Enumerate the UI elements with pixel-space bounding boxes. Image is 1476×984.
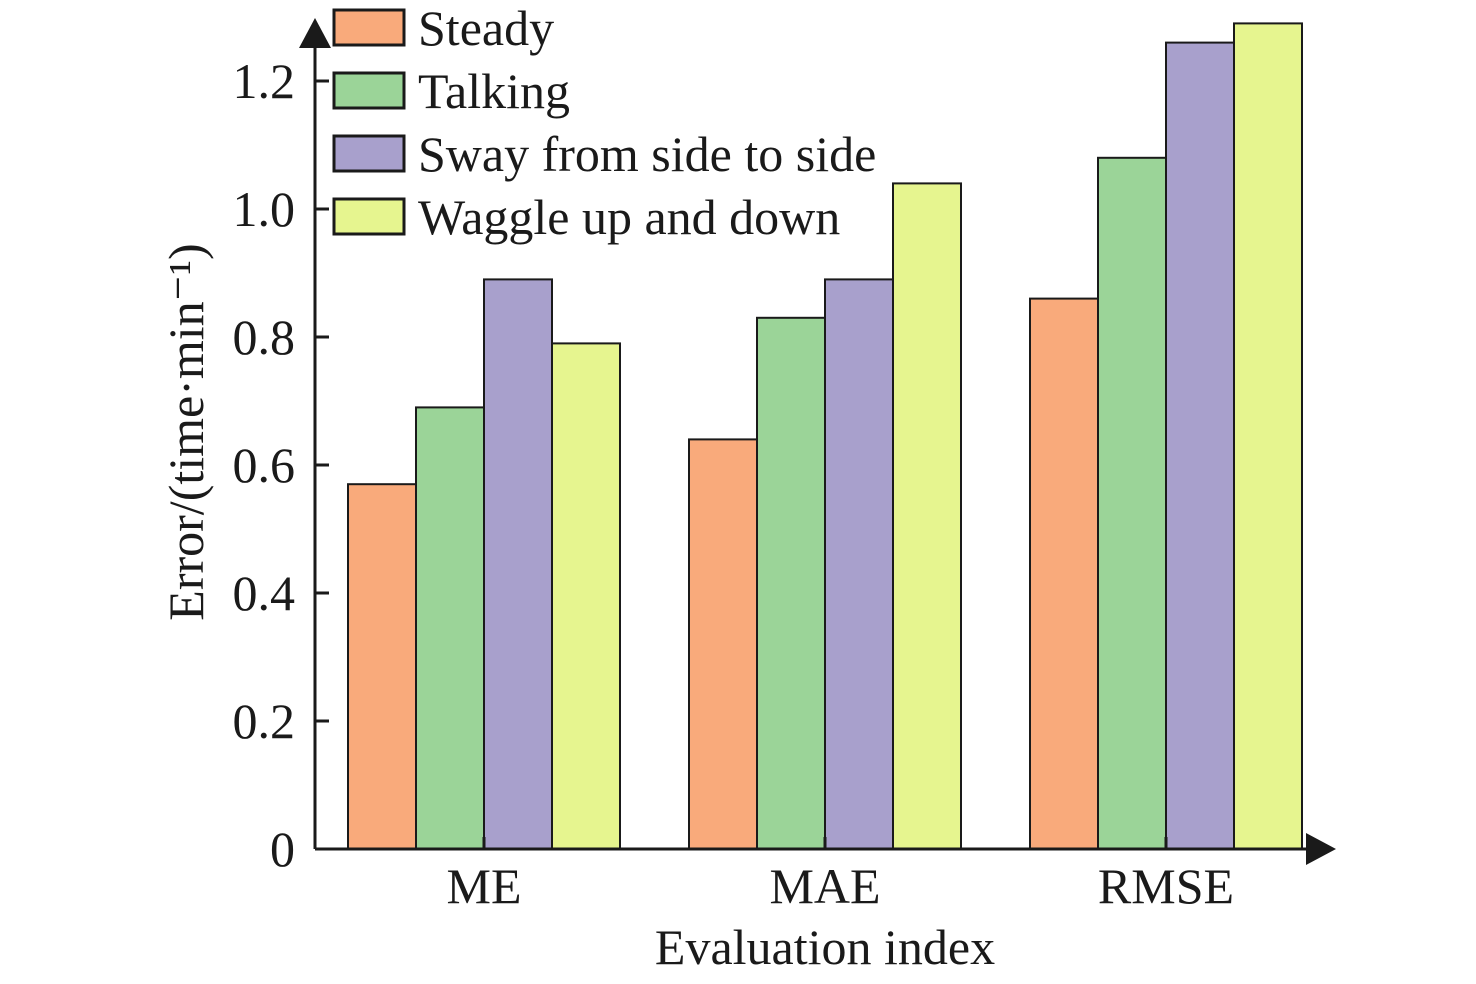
legend-swatch-3: [332, 134, 406, 173]
bar-rmse-series-4: [1233, 22, 1303, 850]
bar-rmse-series-1: [1029, 297, 1099, 851]
bar-mae-series-2: [756, 316, 826, 850]
y-tick-label: 0.2: [233, 693, 296, 749]
bar-me-series-3: [483, 278, 553, 850]
y-tick-label: 1.0: [233, 181, 296, 237]
x-ticks: ME MAE RMSE: [447, 837, 1234, 914]
x-tick-label: ME: [447, 858, 522, 914]
y-tick-label: 0: [270, 821, 295, 877]
legend-label-1: Steady: [418, 0, 554, 56]
bar-mae-series-3: [824, 278, 894, 850]
bar-me-series-4: [551, 342, 621, 850]
bar-rmse-series-3: [1165, 41, 1235, 851]
y-axis-title: Error/(time·min⁻¹): [158, 243, 214, 620]
y-tick-label: 0.8: [233, 309, 296, 365]
x-tick-label: MAE: [769, 858, 880, 914]
bar-mae-series-1: [688, 438, 758, 850]
y-axis-arrow: [299, 18, 331, 48]
legend-swatch-1: [332, 8, 406, 47]
legend: Steady Talking Sway from side to side Waggl…: [332, 0, 876, 245]
bar-me-series-2: [415, 406, 485, 850]
axes-layer: [299, 18, 1336, 865]
legend-label-3: Sway from side to side: [418, 126, 876, 182]
legend-label-4: Waggle up and down: [418, 189, 840, 245]
legend-label-2: Talking: [418, 63, 570, 119]
bars-layer: [347, 22, 1303, 851]
bar-mae-series-4: [892, 182, 962, 850]
x-axis-title: Evaluation index: [655, 919, 995, 975]
y-tick-label: 0.4: [233, 565, 296, 621]
legend-swatch-4: [332, 197, 406, 236]
x-axis-arrow: [1306, 833, 1336, 865]
legend-swatch-2: [332, 71, 406, 110]
y-tick-label: 1.2: [233, 53, 296, 109]
y-tick-label: 0.6: [233, 437, 296, 493]
bar-me-series-1: [347, 483, 417, 850]
x-tick-label: RMSE: [1098, 858, 1234, 914]
y-ticks: 0 0.2 0.4 0.6 0.8 1.0 1.2: [233, 53, 329, 877]
bar-rmse-series-2: [1097, 156, 1167, 851]
